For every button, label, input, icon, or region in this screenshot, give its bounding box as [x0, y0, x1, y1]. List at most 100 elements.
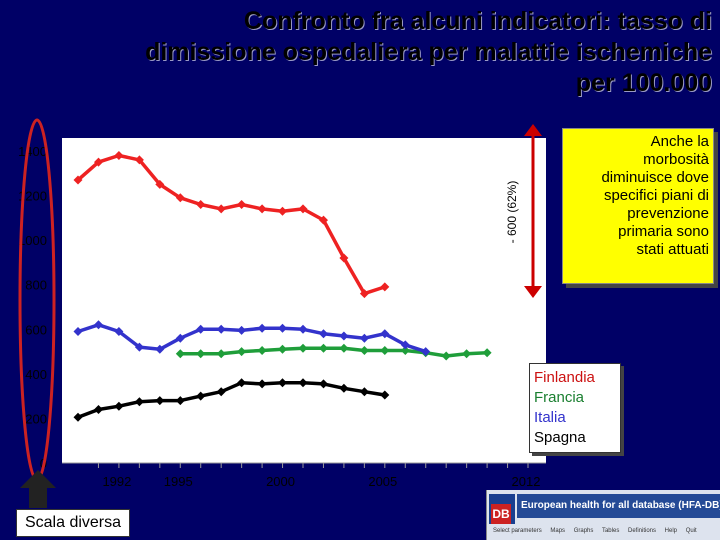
hfa-db-banner: DB European health for all database (HFA… [486, 490, 720, 540]
data-point [196, 391, 206, 401]
legend-entry-italia: Italia [534, 409, 566, 426]
data-point [114, 151, 124, 160]
x-tick-label: 2012 [512, 474, 541, 489]
x-tick-label: 2000 [266, 474, 295, 489]
data-point [216, 349, 226, 359]
data-point [237, 325, 247, 335]
data-point [94, 157, 103, 167]
hfa-logo-mark: DB [491, 504, 511, 524]
data-point [175, 396, 185, 406]
hfa-menu-item[interactable]: Quit [685, 528, 697, 534]
hfa-menu-item[interactable]: Maps [550, 528, 566, 534]
hfa-menu-item[interactable]: Definitions [627, 528, 656, 534]
data-point [359, 387, 369, 397]
data-point [134, 155, 144, 165]
data-point [400, 340, 410, 350]
data-point [257, 204, 267, 214]
data-point [339, 253, 349, 263]
y-tick-label: 1400 [18, 144, 47, 159]
legend-entry-spagna: Spagna [534, 429, 586, 446]
data-point [339, 383, 349, 393]
title-line-1: Confronto fra alcuni indicatori: tasso d… [243, 7, 712, 35]
title-line-2: dimissione ospedaliera per malattie isch… [145, 38, 712, 66]
legend-entry-finlandia: Finlandia [534, 369, 595, 386]
callout-line: Anche la [650, 133, 709, 150]
page-title: Confronto fra alcuni indicatori: tasso d… [12, 6, 712, 99]
reduction-label: - 600 (62%) [505, 181, 519, 244]
data-point [155, 396, 165, 406]
data-point [175, 193, 185, 203]
data-point [73, 412, 83, 422]
scale-arrow [20, 470, 56, 508]
y-tick-label: 800 [25, 278, 47, 293]
data-point [94, 320, 103, 330]
data-point [73, 175, 83, 185]
callout-line: morbosità [643, 151, 709, 168]
data-point [359, 289, 369, 299]
data-point [237, 378, 247, 388]
data-point [319, 343, 328, 353]
callout-line: diminuisce dove [601, 169, 709, 186]
data-point [278, 378, 287, 388]
data-point [175, 333, 185, 343]
y-tick-label: 1200 [18, 189, 47, 204]
hfa-menu-item[interactable]: Tables [601, 528, 620, 534]
series-line-finlandia [76, 153, 386, 296]
data-point [278, 206, 287, 216]
data-point [278, 344, 287, 354]
data-point [298, 204, 308, 214]
callout-box: Anche la morbosità diminuisce dove speci… [562, 128, 714, 284]
data-point [175, 349, 185, 359]
callout-line: prevenzione [627, 205, 709, 222]
data-point [380, 390, 390, 400]
data-point [196, 349, 206, 359]
hfa-menu-item[interactable]: Graphs [573, 528, 594, 534]
callout-line: stati attuati [636, 241, 709, 258]
hfa-menu-item[interactable]: Help [664, 528, 678, 534]
callout-line: primaria sono [618, 223, 709, 240]
data-point [441, 351, 451, 361]
data-point [196, 200, 206, 209]
data-point [359, 346, 369, 355]
hfa-menu-item[interactable]: Select parameters [493, 528, 542, 534]
y-tick-label: 200 [25, 411, 47, 426]
data-point [462, 349, 472, 359]
data-point [380, 346, 390, 355]
x-tick-label: 2005 [368, 474, 397, 489]
data-point [339, 331, 349, 341]
series-line-spagna [77, 381, 386, 419]
y-tick-label: 600 [25, 322, 47, 337]
hfa-menu: Select parameters Maps Graphs Tables Def… [493, 528, 720, 538]
data-point [400, 346, 410, 355]
data-point [359, 333, 369, 343]
data-point [257, 346, 267, 355]
data-point [339, 343, 349, 353]
data-point [196, 324, 206, 334]
data-point [237, 347, 247, 357]
scale-note: Scala diversa [16, 509, 130, 537]
legend: Finlandia Francia Italia Spagna [529, 363, 621, 453]
data-point [257, 323, 267, 333]
data-point [134, 397, 144, 407]
data-point [421, 347, 431, 357]
data-point [216, 324, 226, 334]
hfa-header: European health for all database (HFA-DB… [517, 494, 720, 518]
data-point [94, 405, 103, 414]
callout-line: specifici piani di [603, 187, 709, 204]
series-line-francia [180, 346, 488, 358]
series-layer [73, 151, 492, 422]
plot-area [62, 138, 546, 463]
data-point [216, 387, 226, 397]
x-tick-label: 1995 [164, 474, 193, 489]
data-point [319, 215, 328, 225]
data-point [298, 343, 308, 353]
data-point [319, 329, 328, 339]
data-point [114, 327, 124, 336]
data-point [155, 179, 165, 189]
data-point [319, 379, 328, 389]
y-tick-label: 1000 [18, 233, 47, 248]
x-tick-label: 1992 [102, 474, 131, 489]
data-point [482, 348, 492, 358]
